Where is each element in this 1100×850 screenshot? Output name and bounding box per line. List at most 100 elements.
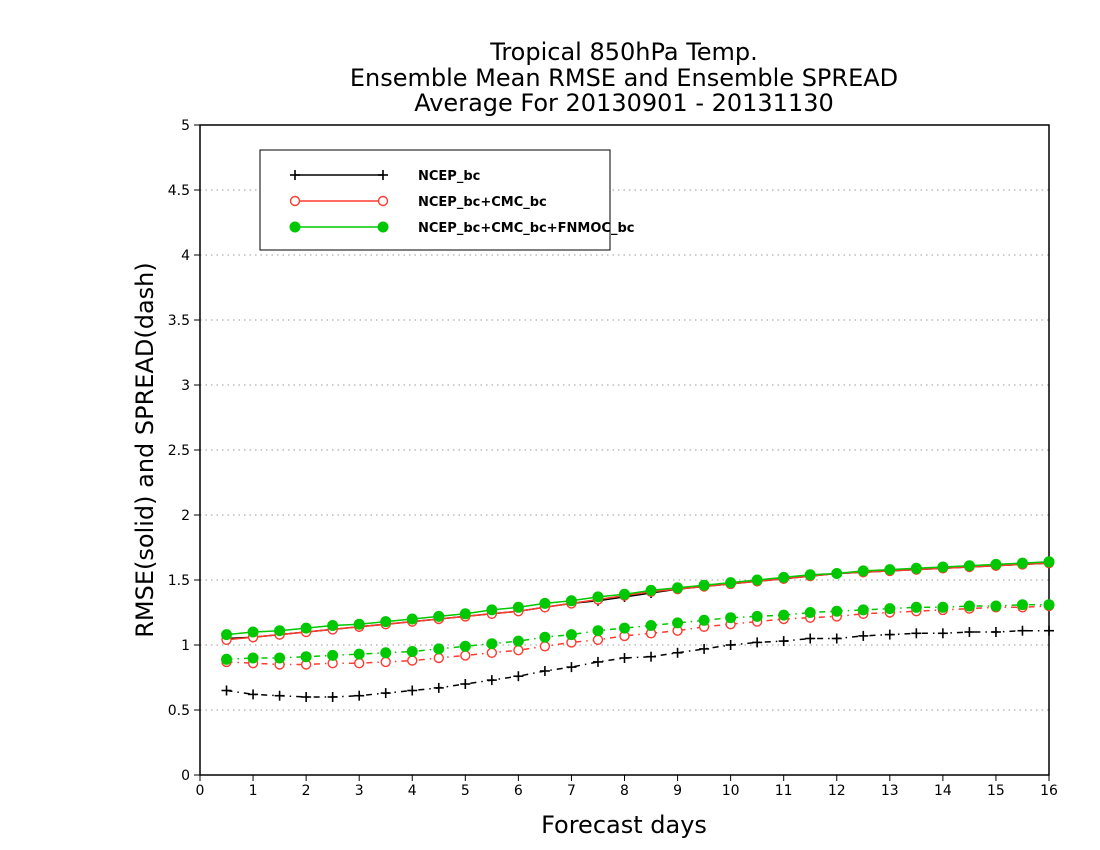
rmse-point <box>592 591 604 603</box>
x-tick-label: 16 <box>1040 783 1058 799</box>
rmse-point <box>300 622 312 634</box>
spread-point <box>778 609 790 621</box>
rmse-point <box>857 565 869 577</box>
spread-point <box>937 601 949 613</box>
legend-marker <box>290 170 300 180</box>
spread-point <box>592 625 604 637</box>
spread-point <box>301 692 312 702</box>
spread-point <box>884 603 896 615</box>
y-tick-label: 1.5 <box>168 573 190 589</box>
spread-point <box>274 652 286 664</box>
chart-title: Tropical 850hPa Temp. Ensemble Mean RMSE… <box>350 38 898 117</box>
rmse-point <box>804 569 816 581</box>
spread-point <box>910 601 922 613</box>
x-tick-label: 2 <box>302 783 311 799</box>
rmse-point <box>778 571 790 583</box>
spread-point <box>937 628 948 639</box>
legend: NCEP_bc NCEP_bc+CMC_bc NCEP_bc+CMC_bc+FNMO… <box>259 149 634 251</box>
x-tick-label: 1 <box>249 783 258 799</box>
spread-point <box>698 614 710 626</box>
series-NCEP_bc+CMC_bc+FNMOC_bc <box>221 556 1055 665</box>
spread-point <box>778 636 789 647</box>
spread-point <box>221 653 233 665</box>
series-NCEP_bc+CMC_bc <box>221 557 1055 670</box>
spread-point <box>805 633 816 644</box>
spread-point <box>353 648 365 660</box>
rmse-point <box>884 564 896 576</box>
x-tick-label: 3 <box>355 783 364 799</box>
rmse-point <box>327 620 339 631</box>
rmse-point <box>380 616 392 628</box>
spread-point <box>300 651 312 663</box>
x-tick-label: 7 <box>567 783 576 799</box>
spread-point <box>1044 625 1054 636</box>
spread-point <box>433 652 444 664</box>
rmse-point <box>725 577 737 589</box>
rmse-point <box>1043 556 1055 568</box>
spread-point <box>221 685 232 696</box>
spread-point <box>327 692 338 702</box>
rmse-line <box>226 562 1050 641</box>
spread-line <box>226 629 1049 698</box>
rmse-point <box>486 604 498 616</box>
x-tick-label: 9 <box>673 783 682 799</box>
x-tick-label: 5 <box>461 783 470 799</box>
spread-point <box>459 640 471 652</box>
y-tick-label: 1 <box>181 638 190 654</box>
spread-line <box>226 605 1050 666</box>
y-tick-label: 4.5 <box>168 183 190 199</box>
rmse-point <box>274 625 286 637</box>
spread-point <box>460 679 471 689</box>
spread-point <box>990 600 1002 612</box>
rmse-point <box>247 626 259 638</box>
spread-point <box>831 633 842 644</box>
legend-entry: NCEP_bc <box>290 169 480 184</box>
spread-point <box>831 605 843 617</box>
x-tick-label: 8 <box>620 783 629 799</box>
y-axis-label: RMSE(solid) and SPREAD(dash) <box>131 262 159 638</box>
spread-point <box>804 607 816 618</box>
spread-point <box>592 634 604 645</box>
legend-label: NCEP_bc <box>418 169 480 184</box>
spread-point <box>327 649 339 661</box>
legend-marker <box>377 195 389 207</box>
rmse-line <box>226 561 1050 636</box>
spread-point <box>964 627 975 637</box>
axis-ticks: 00.511.522.533.544.550 1 2 3 4 5 6 7 8 9 10 11 12 13 1… <box>168 118 1058 799</box>
spread-point <box>486 647 498 658</box>
legend-marker <box>377 221 389 233</box>
spread-point <box>592 656 603 667</box>
spread-point <box>725 612 737 624</box>
spread-point <box>725 640 736 650</box>
spread-point <box>646 651 657 662</box>
spread-point <box>539 631 551 643</box>
spread-point <box>911 628 922 639</box>
spread-point <box>380 688 391 699</box>
spread-point <box>1016 599 1028 611</box>
rmse-point <box>672 582 684 594</box>
legend-marker <box>289 195 301 207</box>
y-tick-label: 5 <box>181 118 190 134</box>
gridlines <box>200 189 1049 711</box>
rmse-point <box>565 595 577 607</box>
spread-point <box>1043 599 1055 611</box>
spread-point <box>460 650 471 661</box>
y-tick-label: 2 <box>181 508 190 524</box>
spread-point <box>433 682 444 693</box>
spread-point <box>645 620 657 631</box>
spread-point <box>619 653 630 663</box>
x-tick-label: 14 <box>934 783 952 799</box>
spread-point <box>407 655 418 666</box>
rmse-point <box>963 560 975 572</box>
spread-point <box>751 610 763 622</box>
spread-point <box>354 690 365 701</box>
spread-point <box>566 662 577 673</box>
y-tick-label: 0 <box>181 768 190 784</box>
legend-entry: NCEP_bc+CMC_bc+FNMOC_bc <box>289 221 634 236</box>
spread-line <box>226 603 1049 661</box>
spread-point <box>672 617 684 629</box>
y-tick-label: 4 <box>181 248 190 264</box>
rmse-point <box>512 601 524 613</box>
title-line-3: Average For 20130901 - 20131130 <box>414 89 834 117</box>
x-tick-label: 12 <box>828 783 846 799</box>
